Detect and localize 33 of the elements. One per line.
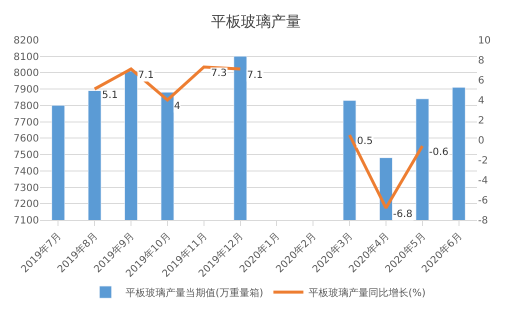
y2-tick-label: 4 bbox=[478, 96, 484, 106]
y-tick-label: 7500 bbox=[14, 150, 39, 162]
y-tick-label: 7200 bbox=[14, 199, 39, 210]
legend-label: 平板玻璃产量当期值(万重量箱) bbox=[126, 287, 264, 299]
y-tick-label: 7800 bbox=[14, 100, 39, 112]
legend-label: 平板玻璃产量同比增长(%) bbox=[308, 287, 426, 299]
y-tick-label: 8000 bbox=[14, 68, 39, 80]
y-tick-label: 7700 bbox=[14, 117, 39, 128]
data-label: 5.1 bbox=[102, 90, 118, 101]
y2-tick-label: 8 bbox=[478, 56, 484, 66]
y2-tick-label: 6 bbox=[478, 76, 484, 86]
y2-tick-label: 0 bbox=[478, 136, 484, 146]
y2-tick-label: 2 bbox=[478, 116, 484, 126]
data-label: 0.5 bbox=[357, 136, 373, 147]
y2-tick-label: -2 bbox=[478, 156, 488, 166]
y-tick-label: 8200 bbox=[14, 36, 39, 46]
data-label: 7.1 bbox=[138, 70, 154, 81]
y-tick-label: 8100 bbox=[14, 52, 39, 63]
data-label: 7.3 bbox=[211, 68, 227, 79]
y2-tick-label: -8 bbox=[478, 216, 488, 226]
y-tick-label: 7900 bbox=[14, 84, 39, 96]
data-label: 7.1 bbox=[247, 70, 263, 81]
y-tick-label: 7300 bbox=[14, 182, 39, 194]
y-tick-label: 7100 bbox=[14, 216, 39, 226]
chart-title: 平板玻璃产量 bbox=[211, 12, 301, 30]
data-label: -0.6 bbox=[429, 147, 449, 158]
y-tick-label: 7600 bbox=[14, 134, 39, 145]
data-label: -6.8 bbox=[393, 209, 413, 220]
data-label: 4 bbox=[174, 101, 180, 112]
y2-tick-label: 10 bbox=[478, 36, 491, 46]
y2-tick-label: -6 bbox=[478, 196, 488, 206]
y2-tick-label: -4 bbox=[478, 176, 488, 186]
y-tick-label: 7400 bbox=[14, 166, 39, 178]
